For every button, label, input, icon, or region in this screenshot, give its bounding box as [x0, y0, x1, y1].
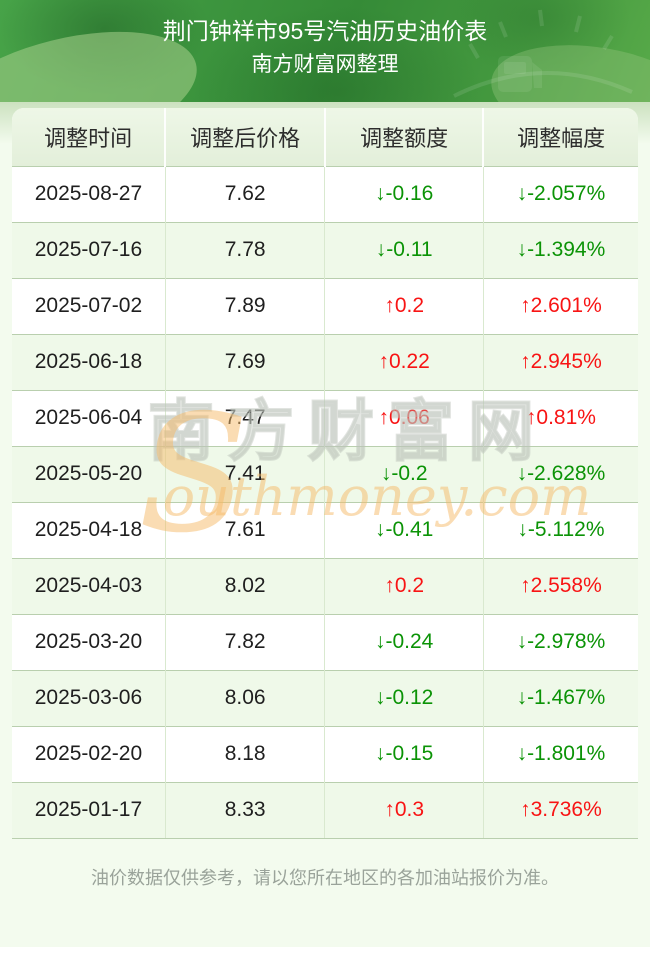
table-row: 2025-04-03 8.02 ↑0.2 ↑2.558%: [12, 557, 638, 614]
cell-change: ↓-0.16: [324, 165, 484, 222]
cell-price: 7.41: [164, 445, 325, 502]
table-header-row: 调整时间 调整后价格 调整额度 调整幅度: [12, 108, 638, 166]
price-table: 调整时间 调整后价格 调整额度 调整幅度 2025-08-27 7.62 ↓-0…: [12, 108, 638, 839]
cell-price: 7.82: [164, 613, 325, 670]
table-row: 2025-03-20 7.82 ↓-0.24 ↓-2.978%: [12, 613, 638, 670]
cell-change: ↓-0.24: [324, 613, 484, 670]
cell-percent: ↑2.558%: [482, 557, 638, 614]
cell-change: ↓-0.41: [324, 501, 484, 558]
cell-change: ↑0.2: [324, 277, 484, 334]
cell-change: ↓-0.12: [324, 669, 484, 726]
cell-price: 7.62: [164, 165, 325, 222]
col-header-change-amount: 调整额度: [323, 108, 484, 166]
cell-percent: ↓-5.112%: [482, 501, 638, 558]
cell-date: 2025-03-06: [12, 669, 166, 726]
cell-price: 7.89: [164, 277, 325, 334]
cell-date: 2025-08-27: [12, 165, 166, 222]
cell-price: 8.02: [164, 557, 325, 614]
cell-percent: ↓-2.057%: [482, 165, 638, 222]
cell-percent: ↑0.81%: [482, 389, 638, 446]
cell-percent: ↑2.945%: [482, 333, 638, 390]
cell-date: 2025-01-17: [12, 781, 166, 839]
cell-percent: ↓-2.628%: [482, 445, 638, 502]
cell-price: 7.78: [164, 221, 325, 278]
page-subtitle: 南方财富网整理: [251, 53, 399, 76]
cell-date: 2025-05-20: [12, 445, 166, 502]
cell-date: 2025-06-04: [12, 389, 166, 446]
cell-date: 2025-07-02: [12, 277, 166, 334]
table-row: 2025-05-20 7.41 ↓-0.2 ↓-2.628%: [12, 445, 638, 502]
cell-date: 2025-03-20: [12, 613, 166, 670]
cell-change: ↑0.3: [324, 781, 484, 839]
table-row: 2025-07-02 7.89 ↑0.2 ↑2.601%: [12, 277, 638, 334]
cell-change: ↑0.2: [324, 557, 484, 614]
cell-price: 8.33: [164, 781, 325, 839]
cell-change: ↑0.06: [324, 389, 484, 446]
cell-price: 7.47: [164, 389, 325, 446]
cell-price: 7.61: [164, 501, 325, 558]
table-row: 2025-01-17 8.33 ↑0.3 ↑3.736%: [12, 781, 638, 839]
cell-percent: ↑3.736%: [482, 781, 638, 839]
col-header-adjusted-price: 调整后价格: [164, 108, 325, 166]
cell-date: 2025-06-18: [12, 333, 166, 390]
page-title: 荆门钟祥市95号汽油历史油价表: [162, 18, 488, 44]
cell-price: 8.18: [164, 725, 325, 782]
price-table-container: 调整时间 调整后价格 调整额度 调整幅度 2025-08-27 7.62 ↓-0…: [12, 108, 638, 839]
cell-change: ↓-0.11: [324, 221, 484, 278]
cell-price: 7.69: [164, 333, 325, 390]
table-row: 2025-06-18 7.69 ↑0.22 ↑2.945%: [12, 333, 638, 390]
cell-change: ↓-0.2: [324, 445, 484, 502]
cell-percent: ↓-1.467%: [482, 669, 638, 726]
table-row: 2025-03-06 8.06 ↓-0.12 ↓-1.467%: [12, 669, 638, 726]
content-area: 调整时间 调整后价格 调整额度 调整幅度 2025-08-27 7.62 ↓-0…: [0, 102, 650, 947]
cell-percent: ↓-1.801%: [482, 725, 638, 782]
table-row: 2025-06-04 7.47 ↑0.06 ↑0.81%: [12, 389, 638, 446]
cell-date: 2025-04-18: [12, 501, 166, 558]
table-row: 2025-04-18 7.61 ↓-0.41 ↓-5.112%: [12, 501, 638, 558]
cell-percent: ↓-2.978%: [482, 613, 638, 670]
cell-percent: ↑2.601%: [482, 277, 638, 334]
cell-date: 2025-04-03: [12, 557, 166, 614]
disclaimer-text: 油价数据仅供参考，请以您所在地区的各加油站报价为准。: [91, 867, 559, 888]
col-header-adjust-time: 调整时间: [12, 108, 166, 166]
cell-change: ↓-0.15: [324, 725, 484, 782]
table-row: 2025-07-16 7.78 ↓-0.11 ↓-1.394%: [12, 221, 638, 278]
cell-date: 2025-07-16: [12, 221, 166, 278]
table-row: 2025-08-27 7.62 ↓-0.16 ↓-2.057%: [12, 165, 638, 222]
cell-change: ↑0.22: [324, 333, 484, 390]
cell-price: 8.06: [164, 669, 325, 726]
col-header-change-percent: 调整幅度: [482, 108, 638, 166]
cell-percent: ↓-1.394%: [482, 221, 638, 278]
cell-date: 2025-02-20: [12, 725, 166, 782]
bottom-strip: [0, 947, 650, 980]
table-row: 2025-02-20 8.18 ↓-0.15 ↓-1.801%: [12, 725, 638, 782]
page-header: 荆门钟祥市95号汽油历史油价表 南方财富网整理: [0, 0, 650, 102]
